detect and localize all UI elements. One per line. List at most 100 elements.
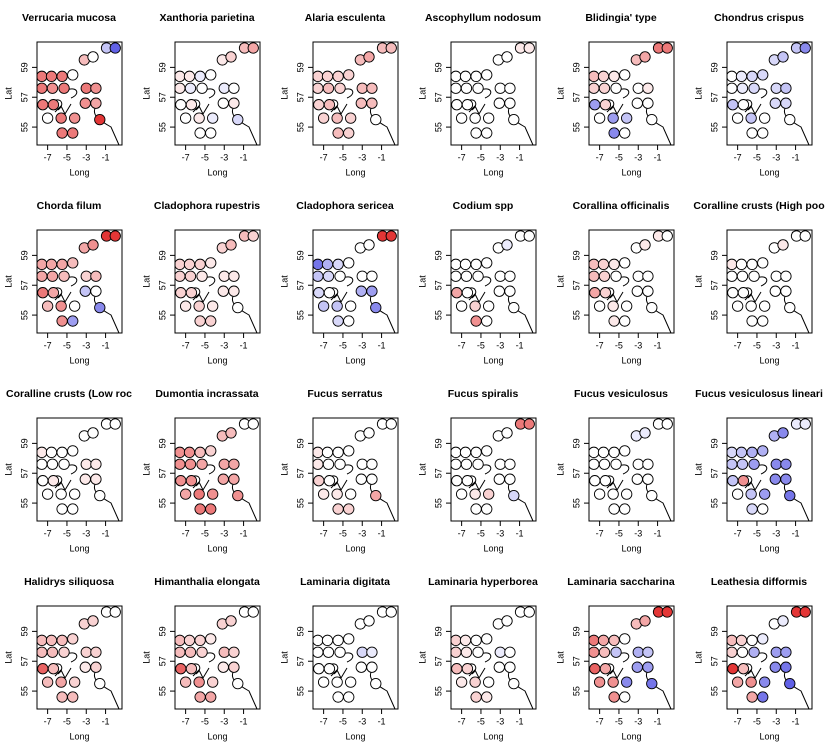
panel: Alaria esculenta -7 -5 -3 -1 55 57 59 Long Lat bbox=[279, 12, 399, 177]
x-tick-label: -3 bbox=[772, 340, 780, 350]
site-point bbox=[228, 97, 240, 109]
site-point bbox=[322, 270, 335, 282]
x-axis-label: Long bbox=[621, 731, 641, 741]
x-tick-label: -1 bbox=[378, 528, 386, 538]
x-axis-label: Long bbox=[483, 167, 503, 177]
x-axis-label: Long bbox=[483, 543, 503, 553]
x-tick-label: -3 bbox=[358, 528, 366, 538]
site-point bbox=[748, 646, 760, 658]
y-tick-label: 59 bbox=[295, 626, 305, 636]
x-tick-label: -7 bbox=[596, 152, 604, 162]
site-point bbox=[194, 70, 206, 82]
site-point bbox=[356, 82, 368, 94]
panel-title: Cladophora sericea bbox=[296, 200, 394, 212]
x-tick-label: -3 bbox=[496, 340, 504, 350]
site-point bbox=[731, 112, 744, 124]
y-tick-label: 57 bbox=[157, 468, 167, 478]
site-point bbox=[460, 82, 473, 94]
site-point bbox=[366, 270, 378, 282]
site-point bbox=[37, 663, 49, 675]
site-point bbox=[461, 287, 474, 299]
site-point bbox=[37, 99, 49, 111]
site-point bbox=[619, 127, 631, 139]
site-point bbox=[460, 458, 473, 470]
site-point bbox=[323, 663, 336, 675]
y-tick-label: 57 bbox=[19, 92, 29, 102]
site-point bbox=[67, 633, 79, 645]
site-point bbox=[493, 661, 505, 673]
site-point bbox=[79, 285, 91, 297]
x-tick-label: -7 bbox=[458, 340, 466, 350]
x-tick-label: -5 bbox=[753, 340, 761, 350]
site-point bbox=[461, 99, 474, 111]
site-point bbox=[735, 634, 748, 646]
site-point bbox=[313, 634, 324, 646]
site-point bbox=[385, 418, 397, 430]
site-point bbox=[780, 285, 792, 297]
site-point bbox=[217, 661, 229, 673]
site-point bbox=[661, 418, 673, 430]
site-point bbox=[87, 51, 99, 63]
site-point bbox=[469, 488, 481, 500]
site-point bbox=[504, 458, 516, 470]
site-point bbox=[345, 676, 357, 688]
panel: Himanthalia elongata -7 -5 -3 -1 55 57 59 Long La… bbox=[141, 576, 261, 741]
site-point bbox=[631, 661, 643, 673]
site-point bbox=[45, 70, 58, 82]
x-tick-label: -7 bbox=[596, 528, 604, 538]
site-point bbox=[481, 503, 493, 515]
x-axis-label: Long bbox=[207, 167, 227, 177]
site-point bbox=[37, 475, 49, 487]
site-point bbox=[736, 270, 749, 282]
site-point bbox=[313, 446, 324, 458]
site-point bbox=[598, 270, 611, 282]
site-point bbox=[41, 112, 54, 124]
site-point bbox=[598, 646, 611, 658]
site-point bbox=[207, 676, 219, 688]
site-point bbox=[47, 287, 60, 299]
y-axis-label: Lat bbox=[693, 87, 703, 100]
x-tick-label: -1 bbox=[240, 340, 248, 350]
site-point bbox=[175, 634, 186, 646]
x-axis-label: Long bbox=[759, 543, 779, 553]
site-point bbox=[343, 69, 355, 81]
plot-frame bbox=[726, 41, 813, 146]
site-point bbox=[455, 488, 468, 500]
site-point bbox=[194, 691, 206, 703]
site-point bbox=[355, 97, 367, 109]
y-axis-label: Lat bbox=[279, 87, 289, 100]
x-tick-label: -7 bbox=[182, 716, 190, 726]
site-point bbox=[770, 458, 782, 470]
site-point bbox=[80, 270, 92, 282]
y-tick-label: 55 bbox=[433, 310, 443, 320]
site-point bbox=[459, 70, 472, 82]
site-point bbox=[589, 458, 600, 470]
site-point bbox=[323, 287, 336, 299]
site-point bbox=[589, 475, 601, 487]
site-point bbox=[642, 97, 654, 109]
site-point bbox=[769, 473, 781, 485]
site-point bbox=[451, 446, 462, 458]
y-tick-label: 57 bbox=[571, 280, 581, 290]
panel: Coralline crusts (High poo -7 -5 -3 -1 55 57 59… bbox=[693, 200, 824, 366]
y-tick-label: 59 bbox=[295, 62, 305, 72]
y-tick-label: 55 bbox=[433, 498, 443, 508]
y-tick-label: 57 bbox=[709, 280, 719, 290]
site-point bbox=[631, 285, 643, 297]
x-tick-label: -1 bbox=[102, 340, 110, 350]
site-point bbox=[589, 99, 601, 111]
site-point bbox=[459, 258, 472, 270]
site-point bbox=[501, 51, 513, 63]
plot-frame bbox=[588, 417, 675, 522]
panel-title: Cladophora rupestris bbox=[154, 200, 260, 212]
site-point bbox=[179, 112, 192, 124]
panel-title: Chondrus crispus bbox=[714, 12, 804, 24]
x-axis-label: Long bbox=[621, 543, 641, 553]
plot-frame bbox=[174, 229, 261, 334]
x-tick-label: -5 bbox=[477, 340, 485, 350]
y-axis-label: Lat bbox=[555, 87, 565, 100]
x-tick-label: -3 bbox=[358, 152, 366, 162]
y-axis-label: Lat bbox=[141, 651, 151, 664]
site-point bbox=[608, 70, 620, 82]
site-point bbox=[225, 615, 237, 627]
